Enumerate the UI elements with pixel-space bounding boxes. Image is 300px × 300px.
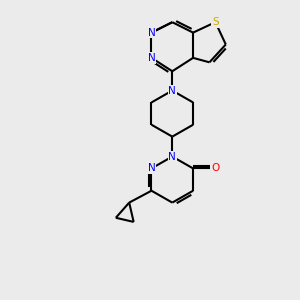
Text: N: N: [148, 53, 155, 63]
Text: N: N: [168, 152, 176, 161]
Text: S: S: [212, 17, 219, 27]
Text: N: N: [148, 28, 155, 38]
Text: N: N: [168, 85, 176, 96]
Text: N: N: [148, 164, 155, 173]
Text: O: O: [211, 164, 220, 173]
